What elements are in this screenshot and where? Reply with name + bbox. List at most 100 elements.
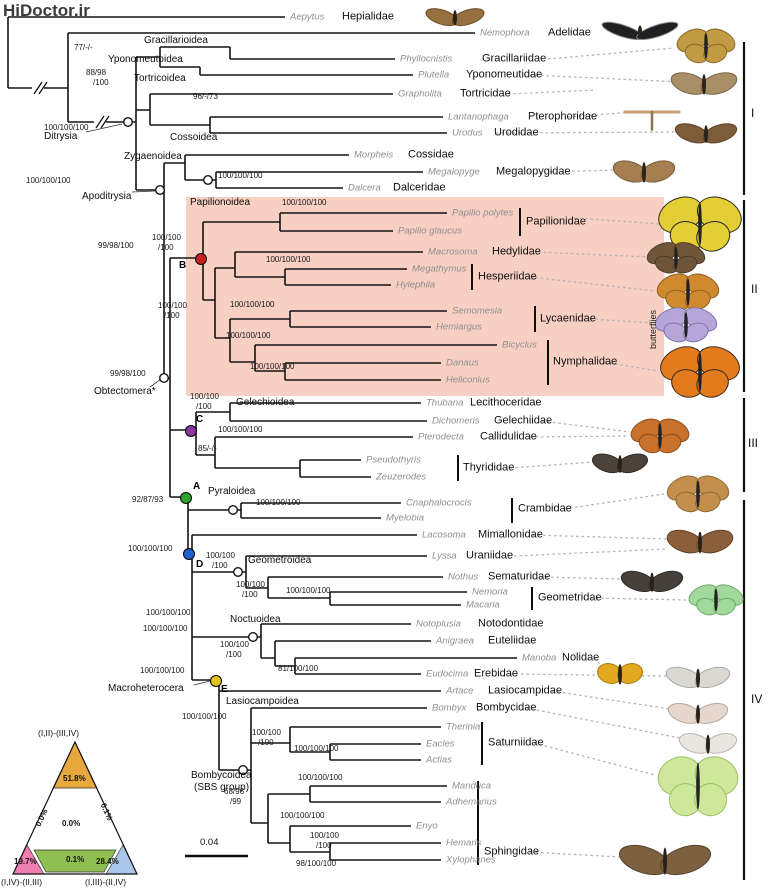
genus-label: Pterodecta <box>418 431 464 443</box>
support-value: 100/100 <box>310 831 339 840</box>
clade-leader-lines <box>85 123 211 686</box>
support-value: 100/100 <box>220 640 249 649</box>
support-value: /100 <box>196 402 212 411</box>
clade-label: Obtectomera* <box>94 386 156 397</box>
family-label: Urodidae <box>494 126 539 139</box>
pterophoridae-moth <box>623 110 681 131</box>
internal-node-circle <box>227 505 238 516</box>
ternary-outline <box>12 740 138 875</box>
family-brackets <box>457 208 549 865</box>
nymphalidae-butterfly <box>660 346 740 398</box>
family-label: Geometridae <box>538 591 602 604</box>
support-value: 100/100 <box>236 580 265 589</box>
support-value: 100/100/100 <box>226 331 271 340</box>
genus-label: Nothus <box>448 571 479 583</box>
family-label: Yponomeutidae <box>466 68 543 81</box>
family-label: Euteliidae <box>488 634 537 647</box>
genus-label: Dichomeris <box>432 415 480 427</box>
node-dot-D <box>183 548 195 560</box>
support-value: 99/98/100 <box>98 241 134 250</box>
ternary-value: 51.8% <box>63 774 86 783</box>
node-dot-E <box>210 675 222 687</box>
support-value: 100/100/100 <box>218 425 263 434</box>
superfamily-label: Gelechioidea <box>236 397 295 408</box>
support-value: 92/87/93 <box>132 495 164 504</box>
family-label: Pterophoridae <box>528 110 598 123</box>
support-value: 99/98/100 <box>110 369 146 378</box>
genus-label: Hemiargus <box>436 321 482 333</box>
genus-label: Adhemarius <box>446 796 497 808</box>
ternary-value: 0.0% <box>62 819 81 828</box>
family-label: Sematuridae <box>488 570 551 583</box>
node-letter: C <box>196 414 204 425</box>
superfamily-label: Yponomeutoidea <box>108 54 183 65</box>
family-label: Hepialidae <box>342 10 394 23</box>
ternary-value: 0.1% <box>66 855 85 864</box>
specimen-connector-lines <box>495 47 688 858</box>
node-dot-B <box>195 253 207 265</box>
node-letter: B <box>179 260 187 271</box>
superfamily-label: Pyraloidea <box>208 486 256 497</box>
genus-label: Papilio polytes <box>452 207 514 219</box>
support-value: 96/-/73 <box>193 92 218 101</box>
genus-label: Pseudothyris <box>366 454 421 466</box>
support-value: /100 <box>258 738 274 747</box>
support-value: /100 <box>242 590 258 599</box>
scale-bar-label: 0.04 <box>200 837 219 848</box>
family-label: Saturniidae <box>488 736 544 749</box>
gracillariidae-moth <box>676 28 736 64</box>
family-label: Lycaenidae <box>540 312 596 325</box>
lycaenidae-butterfly <box>654 307 718 343</box>
support-value: /100 <box>226 650 242 659</box>
node-dot-A <box>180 492 192 504</box>
sphingidae-moth <box>619 844 711 876</box>
butterflies-clade-label: butterflies <box>648 309 658 349</box>
family-label: Erebidae <box>474 667 519 680</box>
tree-branches <box>7 16 517 861</box>
family-label: Crambidae <box>518 502 572 515</box>
genus-label: Notoplusia <box>416 618 461 630</box>
internal-node-circle <box>247 632 258 643</box>
bombycidae-moth <box>678 733 738 754</box>
genus-label: Xylophanes <box>446 854 496 866</box>
family-label: Notodontidae <box>478 617 544 630</box>
family-label: Bombycidae <box>476 701 537 714</box>
genus-label: Eudocima <box>426 668 469 680</box>
geometridae-moth <box>688 584 744 616</box>
genus-label: Plutella <box>418 69 450 81</box>
adelidae-moth <box>601 21 679 41</box>
genus-label: Hemaris <box>446 837 482 849</box>
internal-node-circle <box>237 765 248 776</box>
support-value: /100 <box>158 243 174 252</box>
support-value: 100/100/100 <box>266 255 311 264</box>
family-label: Cossidae <box>408 148 454 161</box>
support-value: 100/100/100 <box>182 712 227 721</box>
mimallonidae-moth <box>666 529 734 554</box>
genus-label: Nemophora <box>480 27 530 39</box>
genus-label: Dalcera <box>348 182 381 194</box>
family-label: Thyrididae <box>463 461 515 474</box>
family-label: Hesperiidae <box>478 270 537 283</box>
genus-label: Zeuzerodes <box>376 471 427 483</box>
family-label: Nolidae <box>562 651 600 664</box>
support-value: /100 <box>212 561 228 570</box>
clade-roman-numeral: III <box>748 436 759 450</box>
family-label: Gelechiidae <box>494 414 553 427</box>
support-value: 88/98 <box>86 68 107 77</box>
support-value: 100/100/100 <box>140 666 185 675</box>
genus-label: Aepytus <box>290 11 325 23</box>
family-label: Lasiocampidae <box>488 684 562 697</box>
internal-node-circle <box>122 116 133 127</box>
thyrididae-moth <box>591 453 649 474</box>
genus-label: Semomesia <box>452 305 503 317</box>
support-value: 100/100 <box>158 301 187 310</box>
support-value: 100/100/100 <box>286 586 331 595</box>
superfamily-label: Tortricoidea <box>134 73 186 84</box>
genus-label: Actias <box>426 754 452 766</box>
support-value: /100 <box>93 78 109 87</box>
support-value: 100/100/100 <box>280 811 325 820</box>
genus-label: Manoba <box>522 652 557 664</box>
internal-node-circle <box>158 373 169 384</box>
family-label: Hedylidae <box>492 245 541 258</box>
genus-label: Bombyx <box>432 702 467 714</box>
